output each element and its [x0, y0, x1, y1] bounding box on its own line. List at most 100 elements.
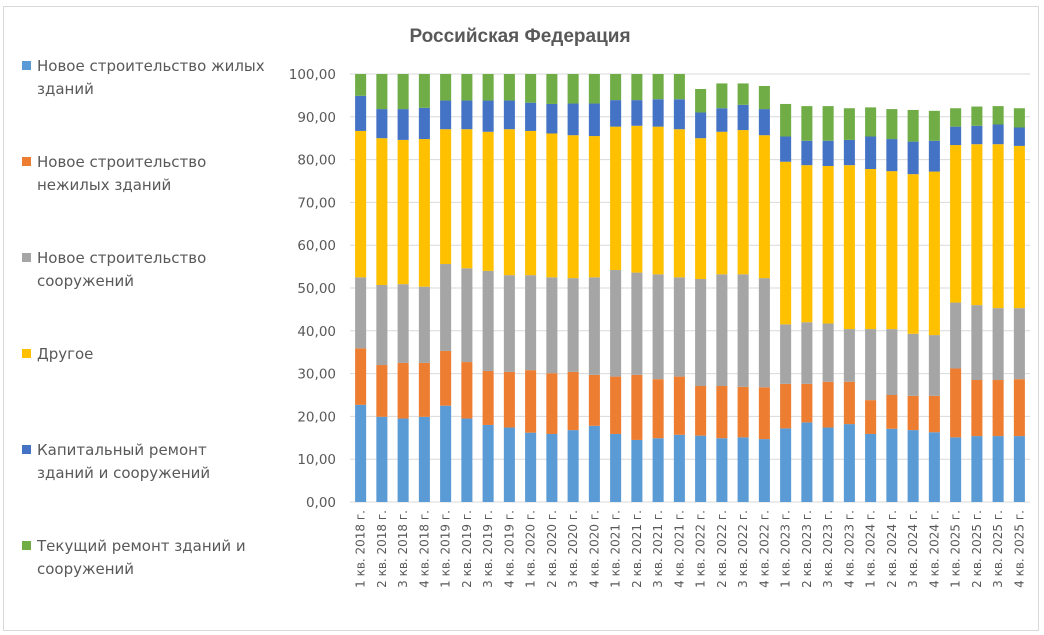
bar-segment-s3-c8[interactable] [525, 130, 537, 276]
bar-segment-s5-c18[interactable] [737, 83, 749, 105]
bar-segment-s1-c19[interactable] [758, 387, 770, 440]
bar-segment-s0-c0[interactable] [355, 404, 367, 502]
bar-segment-s5-c24[interactable] [865, 107, 877, 137]
bar-segment-s3-c14[interactable] [652, 126, 664, 275]
bar-segment-s4-c2[interactable] [397, 109, 409, 140]
bar-segment-s3-c19[interactable] [758, 135, 770, 279]
bar-segment-s3-c4[interactable] [440, 129, 452, 265]
legend-item-capital-repair[interactable]: Капитальный ремонт зданий и сооружений [20, 439, 282, 485]
bar-segment-s3-c25[interactable] [886, 171, 898, 330]
bar-segment-s2-c17[interactable] [716, 274, 728, 387]
bar-segment-s4-c13[interactable] [631, 100, 643, 126]
legend-item-nonresidential[interactable]: Новое строительство нежилых зданий [20, 151, 282, 197]
legend-item-structures[interactable]: Новое строительство сооружений [20, 247, 282, 293]
bar-segment-s2-c1[interactable] [376, 285, 388, 366]
bar-segment-s0-c16[interactable] [695, 435, 707, 502]
bar-segment-s0-c28[interactable] [950, 437, 962, 502]
bar-segment-s4-c28[interactable] [950, 126, 962, 146]
bar-segment-s1-c6[interactable] [482, 371, 494, 425]
bar-segment-s0-c19[interactable] [758, 439, 770, 502]
bar-segment-s5-c12[interactable] [610, 74, 622, 101]
bar-segment-s1-c31[interactable] [1013, 379, 1025, 437]
bar-segment-s0-c29[interactable] [971, 436, 983, 502]
bar-segment-s1-c16[interactable] [695, 386, 707, 436]
bar-segment-s4-c4[interactable] [440, 100, 452, 130]
bar-segment-s5-c2[interactable] [397, 74, 409, 110]
bar-segment-s5-c0[interactable] [355, 74, 367, 96]
bar-segment-s1-c10[interactable] [567, 371, 579, 431]
bar-segment-s5-c4[interactable] [440, 74, 452, 101]
bar-segment-s4-c29[interactable] [971, 125, 983, 145]
bar-segment-s0-c18[interactable] [737, 437, 749, 502]
bar-segment-s5-c5[interactable] [461, 74, 473, 101]
bar-segment-s1-c0[interactable] [355, 348, 367, 405]
legend-item-other[interactable]: Другое [20, 343, 282, 366]
bar-segment-s4-c21[interactable] [801, 140, 813, 166]
bar-segment-s2-c26[interactable] [907, 333, 919, 396]
bar-segment-s1-c21[interactable] [801, 383, 813, 423]
bar-segment-s2-c12[interactable] [610, 270, 622, 377]
bar-segment-s1-c28[interactable] [950, 368, 962, 438]
bar-segment-s5-c22[interactable] [822, 106, 834, 141]
bar-segment-s1-c1[interactable] [376, 365, 388, 417]
bar-segment-s1-c7[interactable] [503, 371, 515, 428]
bar-segment-s3-c22[interactable] [822, 166, 834, 324]
bar-segment-s1-c14[interactable] [652, 379, 664, 439]
bar-segment-s3-c6[interactable] [482, 131, 494, 271]
bar-segment-s4-c12[interactable] [610, 100, 622, 127]
bar-segment-s2-c23[interactable] [843, 329, 855, 382]
bar-segment-s2-c21[interactable] [801, 322, 813, 384]
bar-segment-s3-c17[interactable] [716, 131, 728, 275]
bar-segment-s5-c21[interactable] [801, 106, 813, 141]
bar-segment-s0-c5[interactable] [461, 418, 473, 502]
bar-segment-s1-c23[interactable] [843, 381, 855, 425]
bar-segment-s1-c5[interactable] [461, 362, 473, 419]
bar-segment-s5-c6[interactable] [482, 74, 494, 101]
bar-segment-s5-c23[interactable] [843, 108, 855, 140]
bar-segment-s2-c20[interactable] [780, 324, 792, 384]
bar-segment-s2-c19[interactable] [758, 278, 770, 388]
bar-segment-s2-c28[interactable] [950, 302, 962, 369]
bar-segment-s0-c20[interactable] [780, 428, 792, 502]
bar-segment-s1-c17[interactable] [716, 386, 728, 439]
bar-segment-s0-c15[interactable] [673, 434, 685, 502]
bar-segment-s1-c30[interactable] [992, 380, 1004, 437]
bar-segment-s1-c9[interactable] [546, 373, 558, 434]
bar-segment-s4-c0[interactable] [355, 95, 367, 131]
bar-segment-s1-c27[interactable] [928, 395, 940, 433]
bar-segment-s2-c24[interactable] [865, 329, 877, 401]
bar-segment-s4-c11[interactable] [588, 103, 600, 137]
bar-segment-s1-c4[interactable] [440, 350, 452, 406]
bar-segment-s2-c13[interactable] [631, 272, 643, 375]
bar-segment-s4-c3[interactable] [418, 107, 430, 140]
bar-segment-s3-c31[interactable] [1013, 145, 1025, 309]
bar-segment-s4-c18[interactable] [737, 104, 749, 131]
bar-segment-s1-c13[interactable] [631, 374, 643, 440]
bar-segment-s4-c8[interactable] [525, 102, 537, 131]
bar-segment-s4-c20[interactable] [780, 136, 792, 162]
bar-segment-s1-c26[interactable] [907, 395, 919, 431]
bar-segment-s0-c6[interactable] [482, 424, 494, 502]
bar-segment-s3-c27[interactable] [928, 171, 940, 336]
bar-segment-s0-c31[interactable] [1013, 436, 1025, 502]
bar-segment-s5-c3[interactable] [418, 74, 430, 108]
bar-segment-s5-c19[interactable] [758, 85, 770, 110]
bar-segment-s2-c16[interactable] [695, 279, 707, 387]
bar-segment-s0-c2[interactable] [397, 418, 409, 502]
bar-segment-s1-c29[interactable] [971, 380, 983, 437]
bar-segment-s0-c10[interactable] [567, 430, 579, 502]
bar-segment-s1-c12[interactable] [610, 376, 622, 434]
bar-segment-s5-c8[interactable] [525, 74, 537, 103]
bar-segment-s5-c16[interactable] [695, 88, 707, 113]
bar-segment-s2-c10[interactable] [567, 278, 579, 372]
bar-segment-s2-c14[interactable] [652, 274, 664, 380]
bar-segment-s1-c18[interactable] [737, 386, 749, 438]
bar-segment-s1-c8[interactable] [525, 370, 537, 433]
bar-segment-s3-c3[interactable] [418, 139, 430, 287]
bar-segment-s4-c19[interactable] [758, 109, 770, 136]
bar-segment-s0-c8[interactable] [525, 432, 537, 502]
legend-item-current-repair[interactable]: Текущий ремонт зданий и сооружений [20, 535, 282, 581]
bar-segment-s2-c11[interactable] [588, 277, 600, 375]
bar-segment-s3-c7[interactable] [503, 129, 515, 276]
bar-segment-s0-c25[interactable] [886, 428, 898, 502]
